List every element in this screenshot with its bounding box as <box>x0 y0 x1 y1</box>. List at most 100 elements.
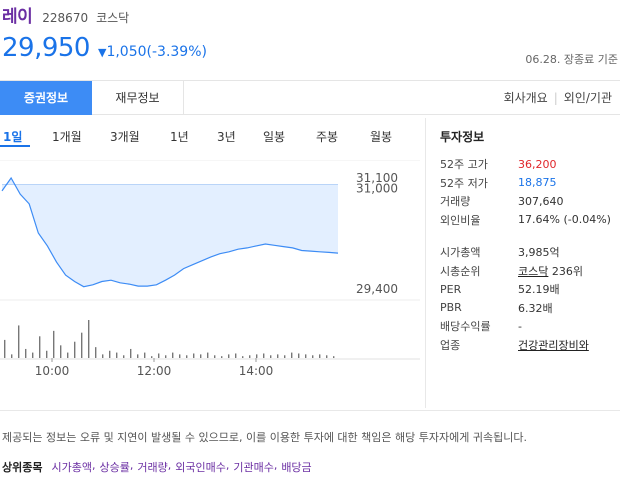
volume-bar <box>333 356 335 358</box>
tab-separator: | <box>553 91 558 105</box>
volume-bar <box>25 348 27 358</box>
info-row-industry: 업종 건강관리장비와 <box>440 338 589 352</box>
volume-bar <box>256 354 258 358</box>
tab-company-overview[interactable]: 회사개요 <box>503 91 548 105</box>
price-change: ▼1,050(-3.39%) <box>97 44 207 60</box>
date-note: 06.28. 장종료 기준 <box>525 53 618 66</box>
period-monthly[interactable]: 월봉 <box>370 130 393 144</box>
top-link-institution-buy[interactable]: 기관매수 <box>233 461 274 474</box>
volume-bar <box>67 352 69 358</box>
volume-bar <box>158 353 160 358</box>
period-weekly[interactable]: 주봉 <box>316 130 339 144</box>
top-stocks-label: 상위종목 <box>2 461 43 474</box>
volume-bar <box>144 352 146 358</box>
info-row-foreign-ratio: 외인비율 17.64% (-0.04%) <box>440 213 611 227</box>
volume-bar <box>249 355 251 358</box>
top-link-market-cap[interactable]: 시가총액 <box>51 461 92 474</box>
volume-bar <box>39 336 41 358</box>
info-row-volume: 거래량 307,640 <box>440 194 564 209</box>
stock-name[interactable]: 레이 <box>2 7 33 27</box>
info-row-52w-low: 52주 저가 18,875 <box>440 176 557 190</box>
volume-bar <box>81 332 83 358</box>
investment-info-title: 투자정보 <box>440 130 485 144</box>
volume-bar <box>116 352 118 358</box>
period-daily[interactable]: 일봉 <box>263 130 286 144</box>
price-line <box>1 176 339 288</box>
top-stocks-bar: 상위종목 시가총액, 상승률, 거래량, 외국인매수, 기관매수, 배당금 <box>2 459 312 474</box>
volume-bar <box>4 339 6 358</box>
period-1month[interactable]: 1개월 <box>52 130 82 144</box>
volume-bar <box>228 354 230 358</box>
volume-bar <box>214 355 216 358</box>
volume-bar <box>74 341 76 358</box>
top-link-volume[interactable]: 거래량 <box>137 461 168 474</box>
tab-foreign-institution[interactable]: 외인/기관 <box>563 91 612 105</box>
volume-bar <box>172 352 174 358</box>
info-row-per: PER 52.19배 <box>440 282 560 297</box>
volume-bar <box>53 330 55 358</box>
volume-bar <box>221 356 223 358</box>
volume-bar <box>130 348 132 358</box>
tabs-right: 회사개요 | 외인/기관 <box>504 81 612 115</box>
volume-bar <box>88 320 90 358</box>
info-row-market-cap: 시가총액 3,985억 <box>440 246 560 260</box>
tab-bar: 증권정보 재무정보 회사개요 | 외인/기관 <box>0 80 620 115</box>
volume-bar <box>123 355 125 358</box>
volume-bar <box>312 355 314 358</box>
top-link-gainers[interactable]: 상승률 <box>99 461 130 474</box>
industry-link[interactable]: 건강관리장비와 <box>518 338 589 352</box>
volume-bar <box>32 352 34 358</box>
disclaimer-notice: 제공되는 정보는 오류 및 지연이 발생될 수 있으므로, 이를 이용한 투자에… <box>2 431 527 444</box>
y-tick-label: 31,100 <box>356 171 398 185</box>
info-row-cap-rank: 시총순위 코스닥 236위 <box>440 264 583 278</box>
top-link-dividend[interactable]: 배당금 <box>281 461 312 474</box>
period-3month[interactable]: 3개월 <box>110 130 140 144</box>
volume-bar <box>11 354 13 358</box>
y-tick-label: 31,000 <box>356 181 398 195</box>
volume-bar <box>46 350 48 358</box>
volume-bar <box>179 354 181 358</box>
x-tick-label: 10:00 <box>35 364 70 378</box>
top-link-foreign-buy[interactable]: 외국인매수 <box>175 461 226 474</box>
panel-divider <box>425 118 426 408</box>
stock-code: 228670 <box>42 11 89 25</box>
volume-bar <box>165 355 167 358</box>
investment-info-panel: 투자정보 52주 고가 36,200 52주 저가 18,875 거래량 307… <box>440 128 620 354</box>
market-link[interactable]: 코스닥 <box>518 264 549 278</box>
period-1year[interactable]: 1년 <box>170 130 189 144</box>
period-1day[interactable]: 1일 <box>3 130 23 144</box>
tab-financial-info[interactable]: 재무정보 <box>92 81 184 115</box>
current-price: 29,950 <box>2 33 90 63</box>
volume-bar <box>263 353 265 358</box>
section-divider <box>0 410 620 411</box>
volume-bar <box>298 353 300 358</box>
tab-securities-info[interactable]: 증권정보 <box>0 81 92 115</box>
stock-market: 코스닥 <box>96 11 130 25</box>
x-tick-label: 14:00 <box>239 364 274 378</box>
price-area-fill <box>2 178 338 287</box>
volume-bar <box>277 354 279 358</box>
volume-bar <box>186 355 188 358</box>
volume-bar <box>207 352 209 358</box>
period-selector: 1일 1개월 3개월 1년 3년 일봉 주봉 월봉 <box>0 128 400 146</box>
volume-bar <box>326 355 328 358</box>
volume-bar <box>109 350 111 358</box>
info-row-dividend: 배당수익률 - <box>440 319 522 334</box>
volume-bar <box>151 356 153 358</box>
volume-bar <box>102 354 104 358</box>
x-tick-label: 12:00 <box>137 364 172 378</box>
down-arrow-icon: ▼ <box>97 46 107 59</box>
volume-bar <box>242 356 244 358</box>
price-row: 29,950 ▼1,050(-3.39%) <box>2 33 207 63</box>
volume-bar <box>193 353 195 358</box>
stock-title-row: 레이 228670 코스닥 <box>2 2 130 27</box>
volume-bar <box>319 354 321 358</box>
y-tick-label: 29,400 <box>356 282 398 296</box>
volume-bar <box>270 355 272 358</box>
volume-bar <box>305 354 307 358</box>
info-row-52w-high: 52주 고가 36,200 <box>440 157 557 172</box>
info-row-pbr: PBR 6.32배 <box>440 301 553 315</box>
period-active-underline <box>0 145 30 147</box>
period-3year[interactable]: 3년 <box>217 130 236 144</box>
